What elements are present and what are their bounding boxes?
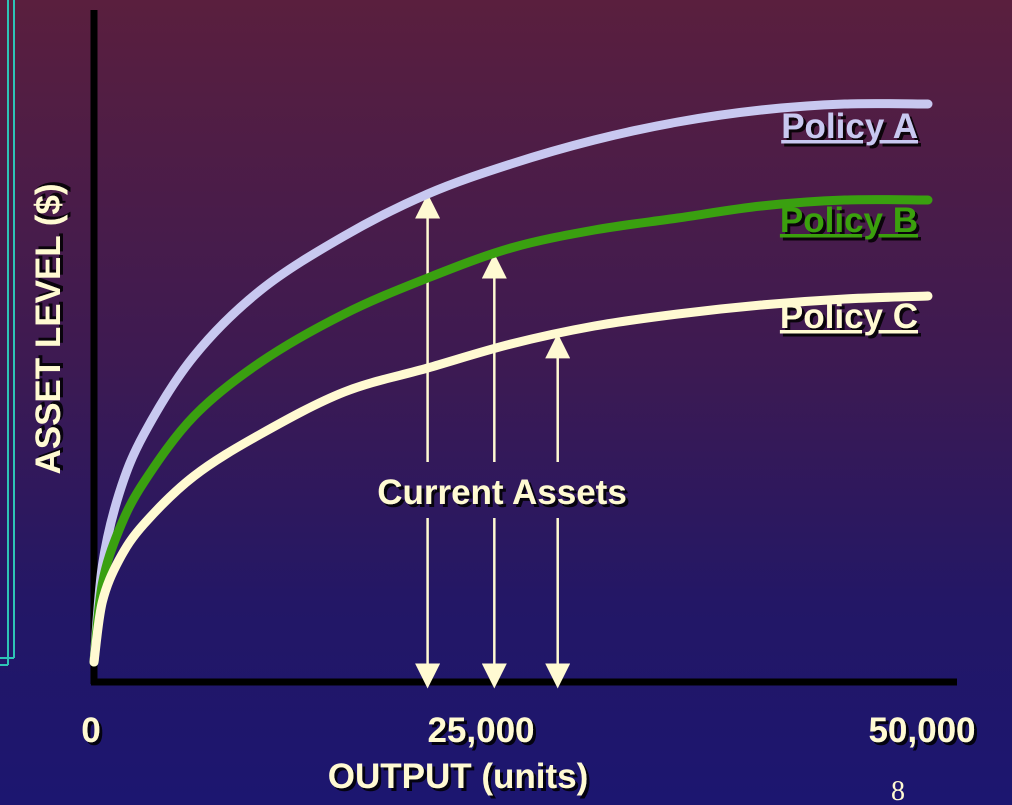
- x-tick-label-0: 0: [81, 711, 100, 750]
- decorative-frame: [0, 0, 15, 666]
- x-axis-label: OUTPUT (units): [328, 757, 589, 796]
- x-tick-label-50000: 50,000: [868, 711, 975, 750]
- series-label-policy-a: Policy A: [781, 107, 918, 146]
- annotation-current-assets: Current Assets: [377, 473, 627, 512]
- series-line-policy-a: [89, 99, 933, 667]
- series-label-policy-b: Policy B: [780, 201, 918, 240]
- page-number: 8: [891, 776, 905, 805]
- y-axis-label: ASSET LEVEL ($): [29, 183, 68, 474]
- x-tick-label-25000: 25,000: [427, 711, 534, 750]
- current-assets-arrows: [415, 193, 571, 689]
- series-line-policy-c: [89, 291, 933, 667]
- series-lines: [89, 99, 933, 667]
- series-line-policy-b: [89, 195, 933, 667]
- series-label-policy-c: Policy C: [780, 297, 918, 336]
